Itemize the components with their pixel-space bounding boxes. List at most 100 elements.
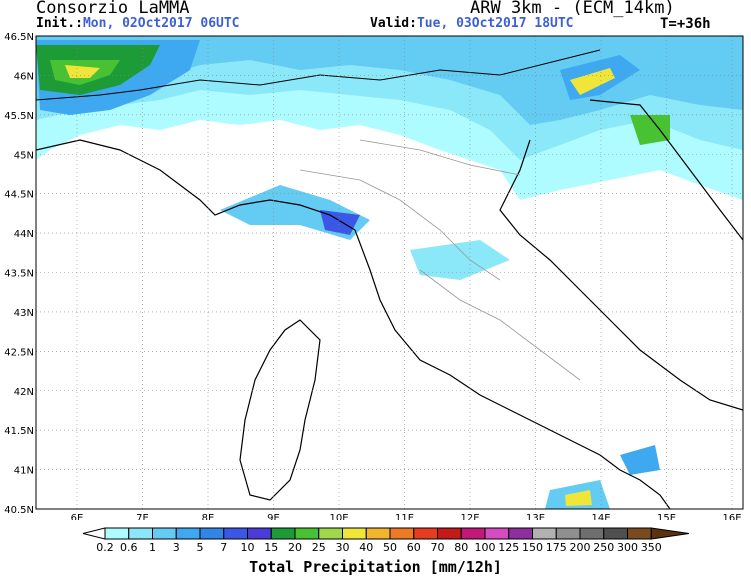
colorbar-tick-label: 7	[220, 541, 227, 554]
precip-area-30-nw	[65, 65, 100, 78]
colorbar-swatch	[413, 527, 438, 540]
lat-label: 45N	[14, 150, 34, 161]
lon-label: 16E	[722, 513, 741, 520]
colorbar-swatch	[437, 527, 462, 540]
valid-line: Valid:Tue, 03Oct2017 18UTC	[370, 16, 574, 31]
colorbar-swatch	[484, 527, 510, 540]
colorbar-swatch	[104, 527, 130, 540]
colorbar-swatch	[175, 527, 201, 540]
colorbar-tick-label: 80	[454, 541, 468, 554]
colorbar-tick-label: 15	[264, 541, 278, 554]
colorbar-swatch	[508, 527, 533, 540]
alpine-border	[36, 49, 601, 101]
map-frame	[35, 35, 744, 510]
lat-label: 45.5N	[4, 111, 34, 122]
colorbar-tick-label: 20	[288, 541, 302, 554]
model-title: ARW 3km - (ECM_14km)	[470, 0, 675, 18]
colorbar-swatch	[223, 527, 248, 540]
precip-area-30-ne	[570, 68, 615, 95]
internal-border-1	[299, 169, 501, 281]
lon-label: 9E	[267, 513, 280, 520]
precip-area-south-1	[620, 445, 660, 475]
colorbar-tick-label: 10	[241, 541, 255, 554]
precip-area-7-ligurian	[320, 210, 360, 235]
lat-label: 42.5N	[4, 347, 34, 358]
coastlines	[36, 49, 743, 509]
colorbar-tick-label: 125	[498, 541, 519, 554]
lon-label: 14E	[591, 513, 610, 520]
lon-label: 13E	[526, 513, 545, 520]
lat-label: 41.5N	[4, 426, 34, 437]
colorbar-tick-label: 175	[546, 541, 567, 554]
colorbar-swatch	[627, 527, 652, 540]
colorbar-swatch	[532, 527, 557, 540]
internal-border-2	[359, 139, 521, 176]
latitude-labels: 46.5N 46N 45.5N 45N 44.5N 44N 43.5N 43N 42.5N 42N…	[4, 32, 34, 516]
colorbar-swatches	[82, 527, 690, 540]
corsica-sardinia-outline	[239, 319, 321, 501]
precipitation-map: 46.5N 46N 45.5N 45N 44.5N 44N 43.5N 43N 42.5N 42N…	[4, 32, 744, 520]
colorbar-max-arrow	[650, 527, 690, 540]
colorbar-min-arrow	[82, 527, 106, 540]
lat-label: 42N	[14, 387, 34, 398]
colorbar-tick-label: 40	[359, 541, 373, 554]
lon-label: 6E	[71, 513, 84, 520]
lat-label: 44.5N	[4, 190, 34, 201]
internal-border-3	[419, 269, 581, 381]
colorbar-tick-label: 150	[522, 541, 543, 554]
colorbar-swatch	[247, 527, 272, 540]
colorbar-tick-label: 25	[312, 541, 326, 554]
colorbar-tick-label: 50	[383, 541, 397, 554]
colorbar-swatch	[128, 527, 153, 540]
precip-area-20-e	[630, 115, 670, 145]
lat-label: 41N	[14, 466, 34, 477]
croatian-coast	[589, 99, 743, 241]
colorbar-tick-label: 60	[407, 541, 421, 554]
colorbar-title: Total Precipitation [mm/12h]	[249, 558, 502, 576]
lon-label: 12E	[460, 513, 479, 520]
lon-label: 8E	[202, 513, 215, 520]
colorbar-tick-label: 3	[173, 541, 180, 554]
colorbar-swatch	[389, 527, 415, 540]
colorbar-swatch	[365, 527, 391, 540]
colorbar-tick-label: 350	[641, 541, 662, 554]
colorbar-tick-label: 300	[617, 541, 638, 554]
colorbar-tick-label: 5	[197, 541, 204, 554]
colorbar-tick-label: 250	[593, 541, 614, 554]
valid-value: Tue, 03Oct2017 18UTC	[416, 16, 574, 31]
lat-label: 43.5N	[4, 269, 34, 280]
colorbar-tick-label: 0.6	[120, 541, 138, 554]
init-label: Init.:	[36, 16, 83, 31]
lon-label: 7E	[136, 513, 149, 520]
italian-east-coast	[499, 139, 743, 411]
colorbar-swatch	[199, 527, 225, 540]
colorbar-swatch	[318, 527, 343, 540]
colorbar-tick-label: 70	[431, 541, 445, 554]
colorbar-swatch	[152, 527, 177, 540]
colorbar-tick-label: 200	[570, 541, 591, 554]
graticule	[36, 35, 743, 510]
lon-label: 15E	[657, 513, 676, 520]
lat-label: 43N	[14, 308, 34, 319]
precip-area-south-30	[565, 490, 592, 506]
colorbar-swatch	[342, 527, 367, 540]
colorbar-tick-label: 0.2	[96, 541, 114, 554]
longitude-labels: 6E 7E 8E 9E 10E 11E 12E 13E 14E 15E 16E	[71, 513, 742, 520]
precipitation-field	[36, 36, 743, 509]
colorbar-swatch	[555, 527, 581, 540]
colorbar-tick-label: 100	[475, 541, 496, 554]
colorbar-tick-label: 30	[336, 541, 350, 554]
italian-west-coast	[36, 139, 671, 509]
lon-label: 11E	[395, 513, 414, 520]
colorbar-swatch	[579, 527, 605, 540]
colorbar-labels: 0.2 0.6 1 3 5 7 10 15 20 25 30 40 50 60 70 80 100 125 150 1…	[96, 541, 662, 554]
colorbar-tick-label: 1	[149, 541, 156, 554]
colorbar-swatch	[603, 527, 628, 540]
colorbar: 0.2 0.6 1 3 5 7 10 15 20 25 30 40 50 60 70 80 100 125 150 1…	[82, 527, 690, 554]
valid-label: Valid:	[370, 16, 417, 31]
org-title: Consorzio LaMMA	[36, 0, 190, 18]
lon-label: 10E	[329, 513, 348, 520]
forecast-step: T=+36h	[660, 16, 711, 32]
lat-label: 40.5N	[4, 505, 34, 516]
colorbar-swatch	[294, 527, 320, 540]
